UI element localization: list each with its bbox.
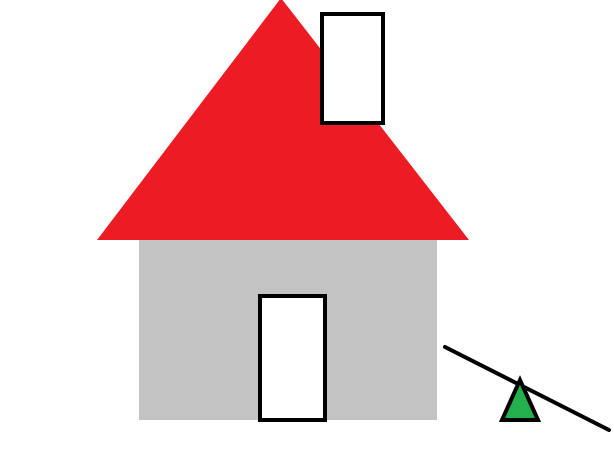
house-door <box>258 294 327 422</box>
house-window <box>320 12 385 125</box>
house-roof <box>97 0 469 240</box>
seesaw-fulcrum <box>498 375 542 422</box>
seesaw-plank <box>443 345 611 432</box>
